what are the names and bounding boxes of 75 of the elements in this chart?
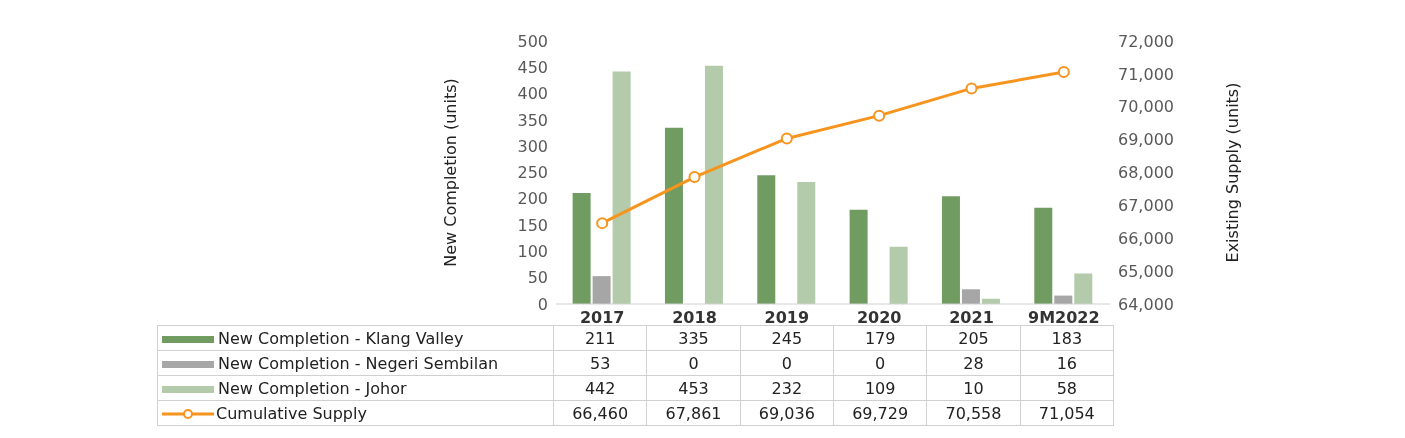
bar: [757, 175, 776, 304]
point: [873, 109, 886, 122]
y-tick-label: 0: [537, 294, 548, 314]
bar: [849, 209, 868, 304]
data-label: 453: [646, 375, 741, 401]
data-label: 67,861: [646, 400, 741, 426]
bar: [1034, 207, 1053, 304]
y2-tick-label: 71,000: [1118, 64, 1174, 84]
bar: [704, 65, 723, 304]
legend-label: New Completion - Negeri Sembilan: [157, 350, 554, 376]
data-label: 109: [833, 375, 927, 401]
data-label: 183: [1020, 325, 1114, 351]
y-tick-label: 300: [517, 136, 548, 156]
data-label: 58: [1020, 375, 1114, 401]
y2-tick-label: 65,000: [1118, 261, 1174, 281]
y-tick-label: 250: [517, 163, 548, 183]
point: [780, 132, 793, 145]
bar: [889, 246, 908, 304]
data-label: 69,729: [833, 400, 927, 426]
data-label: 66,460: [553, 400, 647, 426]
legend-label: New Completion - Klang Valley: [157, 325, 554, 351]
data-label: 16: [1020, 350, 1114, 376]
y-tick-label: 150: [517, 215, 548, 235]
data-label: 245: [740, 325, 834, 351]
data-label: 0: [833, 350, 927, 376]
bar: [612, 71, 631, 304]
x-tick-label: 2018: [672, 308, 717, 328]
legend-label: New Completion - Johor: [157, 375, 554, 401]
x-tick-label: 2019: [764, 308, 810, 328]
point: [1057, 66, 1070, 79]
y-tick-label: 50: [527, 268, 548, 288]
x-tick-label: 2021: [949, 308, 994, 328]
data-label: 205: [926, 325, 1021, 351]
y-tick-label: 500: [517, 31, 548, 51]
bar: [592, 276, 611, 304]
bar: [961, 289, 980, 304]
x-tick-label: 2020: [856, 308, 902, 328]
data-label: 10: [926, 375, 1021, 401]
y2-tick-label: 69,000: [1118, 130, 1174, 150]
data-label: 211: [553, 325, 647, 351]
data-label: 179: [833, 325, 927, 351]
point: [688, 171, 701, 184]
bar: [797, 181, 816, 304]
y-tick-label: 400: [517, 84, 548, 104]
data-label: 0: [646, 350, 741, 376]
y-tick-label: 100: [517, 242, 548, 262]
data-label: 71,054: [1020, 400, 1114, 426]
data-label: 70,558: [926, 400, 1021, 426]
x-tick-label: 2017: [579, 308, 625, 328]
data-label: 53: [553, 350, 647, 376]
legend-label: Cumulative Supply: [157, 400, 554, 426]
y2-tick-label: 70,000: [1118, 97, 1174, 117]
data-label: 442: [553, 375, 647, 401]
y-axis-title: New Completion (units): [440, 78, 460, 267]
y2-tick-label: 66,000: [1118, 228, 1174, 248]
data-label: 0: [740, 350, 834, 376]
y2-tick-label: 67,000: [1118, 196, 1174, 216]
y2-tick-label: 64,000: [1118, 294, 1174, 314]
y2-tick-label: 72,000: [1118, 31, 1174, 51]
y-tick-label: 450: [517, 57, 548, 77]
point: [596, 217, 609, 230]
y-tick-label: 200: [517, 189, 548, 209]
data-label: 28: [926, 350, 1021, 376]
bar: [572, 193, 591, 304]
bar: [1074, 273, 1093, 304]
y-tick-label: 350: [517, 110, 548, 130]
y2-axis-title: Existing Supply (units): [1222, 82, 1242, 263]
x-tick-label: 9M2022: [1028, 308, 1100, 328]
y2-tick-label: 68,000: [1118, 163, 1174, 183]
data-label: 69,036: [740, 400, 834, 426]
bar: [664, 127, 683, 304]
data-label: 335: [646, 325, 741, 351]
data-label: 232: [740, 375, 834, 401]
point: [965, 82, 978, 95]
bar: [941, 196, 960, 304]
